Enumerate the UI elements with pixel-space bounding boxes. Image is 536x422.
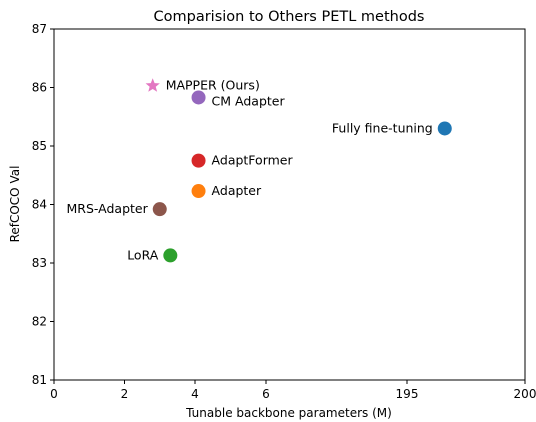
data-point [191, 153, 206, 168]
data-point-label: CM Adapter [212, 93, 286, 108]
data-points: MAPPER (Ours)CM Adapter Fully fine-tuning… [67, 78, 452, 263]
data-point-label: LoRA [127, 247, 159, 262]
y-tick-label: 82 [32, 315, 47, 329]
data-point-label: AdaptFormer [212, 153, 294, 168]
x-tick-label: 195 [396, 387, 419, 401]
data-point-label: Fully fine-tuning [332, 120, 433, 135]
y-tick-label: 86 [32, 81, 47, 95]
axis-ticks: 0 2 4 6 195 200 81 82 83 84 85 86 87 [32, 22, 536, 401]
data-point-label: Adapter [212, 183, 262, 198]
y-tick-label: 83 [32, 256, 47, 270]
x-axis-label: Tunable backbone parameters (M) [185, 406, 392, 420]
data-point [191, 184, 206, 199]
data-point [163, 248, 178, 263]
chart-title: Comparision to Others PETL methods [154, 9, 425, 25]
data-point-label: MRS-Adapter [67, 201, 149, 216]
data-point-label: MAPPER (Ours) [166, 78, 260, 93]
y-tick-label: 84 [32, 198, 47, 212]
x-tick-label: 2 [121, 387, 129, 401]
y-tick-label: 81 [32, 373, 47, 387]
x-tick-label: 6 [262, 387, 270, 401]
x-tick-label: 200 [514, 387, 536, 401]
data-point [191, 90, 206, 105]
data-point [152, 202, 167, 217]
y-tick-label: 87 [32, 22, 47, 36]
y-tick-label: 85 [32, 139, 47, 153]
data-point-star [145, 78, 160, 92]
x-tick-label: 0 [50, 387, 58, 401]
x-tick-label: 4 [191, 387, 199, 401]
y-axis-label: RefCOCO Val [8, 166, 22, 243]
data-point [437, 121, 452, 136]
